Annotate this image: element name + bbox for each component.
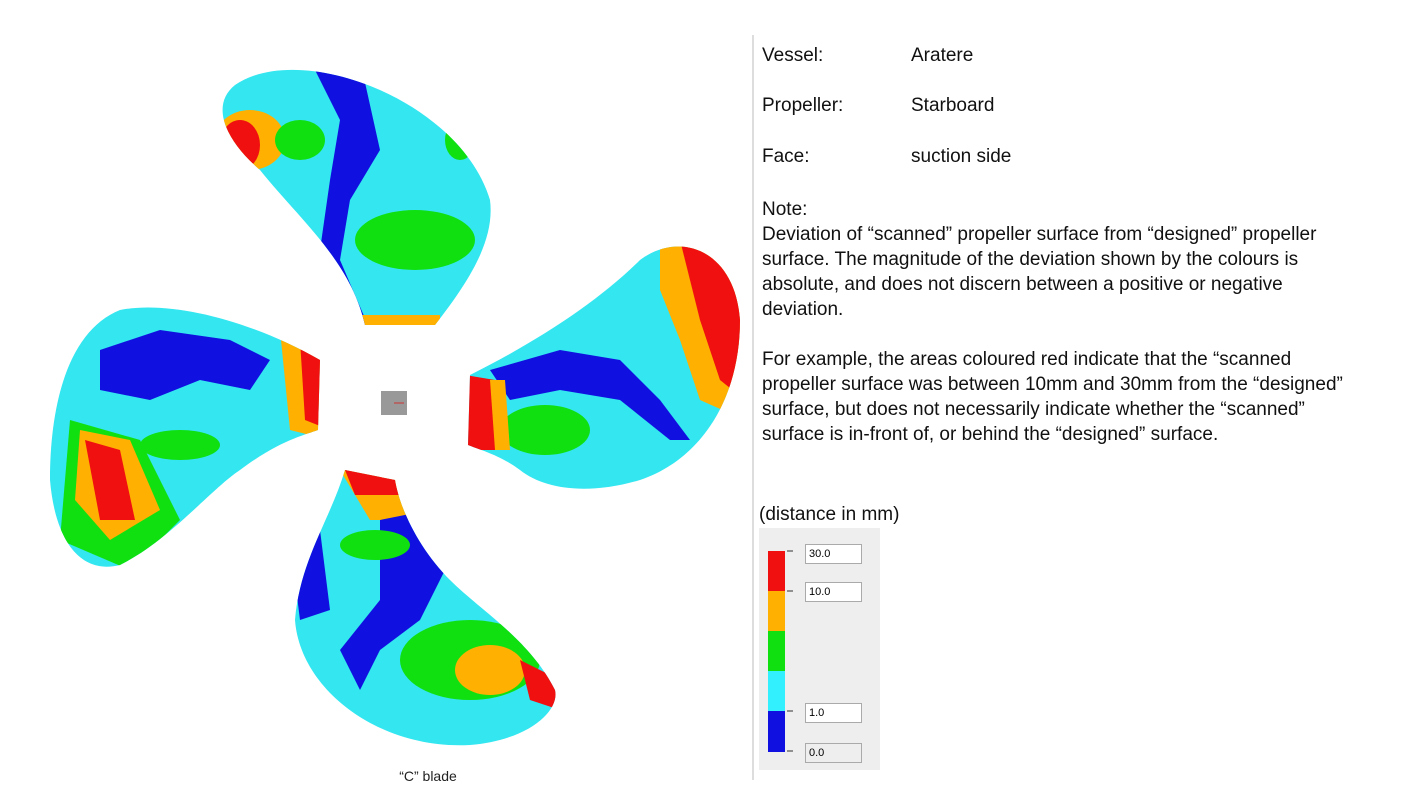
note-heading: Note:	[762, 199, 808, 220]
note-paragraph: Deviation of “scanned” propeller surface…	[762, 224, 1317, 320]
field-label: Propeller:	[762, 95, 844, 116]
blade	[468, 246, 740, 489]
legend-input[interactable]: 1.0	[805, 703, 862, 723]
legend-input[interactable]: 0.0	[805, 743, 862, 763]
legend-title: (distance in mm)	[759, 504, 900, 525]
color-bar	[768, 550, 793, 752]
divider	[752, 35, 754, 780]
caption: “C” blade	[399, 768, 457, 784]
blade	[295, 470, 556, 746]
field-label: Face:	[762, 146, 810, 167]
field-value: suction side	[911, 146, 1012, 167]
note-paragraph: For example, the areas coloured red indi…	[762, 349, 1343, 445]
field-value: Starboard	[911, 95, 995, 116]
blade	[50, 307, 320, 567]
field-label: Vessel:	[762, 45, 824, 66]
legend-input[interactable]: 30.0	[805, 544, 862, 564]
note: Note: Deviation of “scanned” propeller s…	[762, 197, 1362, 472]
legend-panel: 30.0 10.0 1.0 0.0	[759, 528, 880, 770]
legend-input[interactable]: 10.0	[805, 582, 862, 602]
blade	[222, 69, 491, 326]
field-value: Aratere	[911, 45, 974, 66]
propeller-map: “C” blade	[50, 69, 740, 784]
